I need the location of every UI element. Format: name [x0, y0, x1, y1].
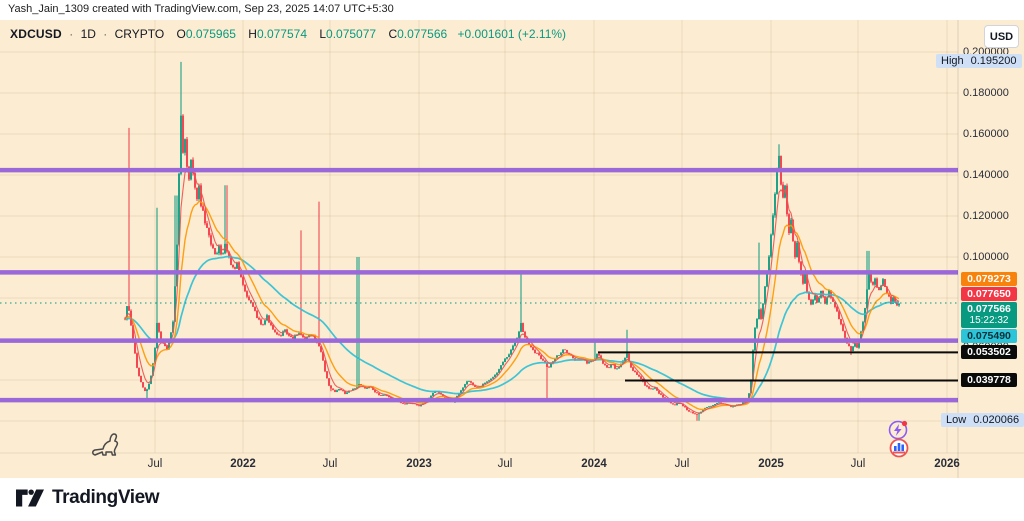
open-value: 0.075965: [185, 27, 236, 41]
high-value: 0.077574: [256, 27, 307, 41]
price-axis[interactable]: 0.200000 0.180000 0.160000 0.140000 0.120000…: [958, 20, 1024, 453]
time-tick-label: Jul: [850, 458, 866, 470]
time-tick-label: Jul: [322, 458, 338, 470]
candles-layer: [124, 61, 900, 421]
market-type-label: CRYPTO: [114, 27, 165, 41]
symbol-name[interactable]: XDCUSD: [10, 27, 62, 41]
ema-line: [124, 200, 900, 411]
last-price-label: 0.077566 15:22:32: [961, 302, 1017, 328]
change-value: +0.001601 (+2.11%): [457, 27, 567, 41]
high-letter: H: [248, 27, 257, 41]
tradingview-branding[interactable]: TradingView: [16, 487, 160, 509]
close-value: 0.077566: [397, 27, 448, 41]
alert-notification-dot: [901, 420, 908, 427]
alert-price-label: 0.079273: [961, 272, 1017, 286]
chart-background: [0, 20, 1024, 478]
price-tick-label: 0.180000: [963, 87, 1009, 99]
high-price-label: High 0.195200: [936, 53, 1022, 68]
price-tick-label: 0.140000: [963, 169, 1009, 181]
tradingview-logo-text: TradingView: [52, 487, 160, 508]
ask-price-label: 0.077650: [961, 287, 1017, 301]
flash-alert-icon[interactable]: [888, 420, 908, 440]
open-letter: O: [176, 27, 186, 41]
currency-toggle-button[interactable]: USD: [984, 25, 1019, 48]
lightning-bolt-icon: [894, 424, 902, 436]
close-letter: C: [388, 27, 398, 41]
low-value: 0.075077: [326, 27, 377, 41]
bid-price-label: 0.075490: [961, 329, 1017, 343]
legend-separator: ·: [69, 27, 74, 41]
price-tick-label: 0.160000: [963, 128, 1009, 140]
low-letter: L: [319, 27, 327, 41]
timeframe-label[interactable]: 1D: [80, 27, 96, 41]
time-tick-label: 2022: [230, 458, 256, 470]
ema-line: [124, 255, 899, 402]
time-axis[interactable]: Jul 2022 Jul 2023 Jul 2024 Jul 2025 Jul 2026: [0, 455, 1024, 477]
black-line-price-label: 0.039778: [961, 373, 1017, 388]
time-tick-label: Jul: [497, 458, 513, 470]
price-tick-label: 0.120000: [963, 210, 1009, 222]
time-tick-label: Jul: [674, 458, 690, 470]
dino-doodle[interactable]: [92, 433, 119, 456]
time-tick-label: 2024: [581, 458, 607, 470]
time-tick-label: 2026: [934, 458, 960, 470]
time-tick-label: 2025: [758, 458, 784, 470]
ema-line: [124, 168, 900, 414]
time-tick-label: Jul: [147, 458, 163, 470]
low-price-label: Low 0.020066: [941, 412, 1024, 427]
price-tick-label: 0.100000: [963, 251, 1009, 263]
black-line-price-label: 0.053502: [961, 345, 1017, 360]
tradingview-logo-icon: [16, 489, 44, 507]
attribution-text: Yash_Jain_1309 created with TradingView.…: [8, 3, 394, 15]
symbol-legend[interactable]: XDCUSD · 1D · CRYPTO O0.075965 H0.077574…: [10, 27, 566, 41]
legend-separator: ·: [103, 27, 108, 41]
time-tick-label: 2023: [406, 458, 432, 470]
